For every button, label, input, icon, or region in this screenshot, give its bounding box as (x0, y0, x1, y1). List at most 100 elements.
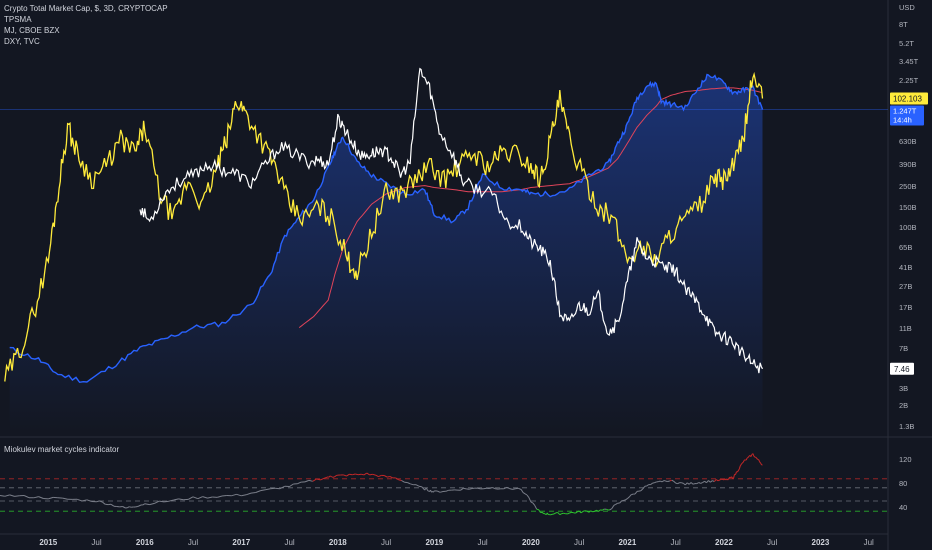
indicator-segment (677, 482, 680, 485)
indicator-segment (675, 482, 678, 485)
indicator-segment (590, 510, 593, 513)
indicator-segment (316, 478, 321, 481)
price-tick: 3.45T (899, 57, 919, 66)
indicator-segment (378, 474, 382, 478)
indicator-title[interactable]: Miokulev market cycles indicator (4, 445, 120, 454)
indicator-segment (168, 499, 174, 502)
indicator-segment (386, 476, 391, 478)
price-tick: 100B (899, 223, 917, 232)
indicator-segment (586, 510, 590, 513)
indicator-segment (77, 498, 83, 502)
price-tick: 7B (899, 344, 908, 353)
indicator-segment (164, 500, 169, 503)
crypto-badge-countdown: 14:4h (893, 116, 912, 125)
indicator-segment (551, 513, 555, 515)
time-tick: 2022 (715, 538, 733, 547)
crypto-line (9, 73, 764, 384)
indicator-segment (710, 480, 713, 483)
indicator-segment (410, 483, 414, 486)
indicator-segment (136, 505, 140, 508)
dxy-badge-text: 102.103 (893, 95, 922, 104)
legend-dxy[interactable]: DXY, TVC (4, 37, 40, 46)
legend-tpsma[interactable]: TPSMA (4, 15, 32, 24)
indicator-segment (756, 458, 759, 460)
time-tick: Jul (284, 538, 294, 547)
indicator-segment (712, 480, 715, 483)
price-tick: 5.2T (899, 39, 914, 48)
indicator-segment (463, 487, 467, 490)
indicator-segment (352, 473, 356, 476)
price-tick: 390B (899, 160, 917, 169)
legend-title[interactable]: Crypto Total Market Cap, $, 3D, CRYPTOCA… (4, 4, 168, 13)
indicator-segment (690, 482, 694, 485)
indicator-segment (681, 482, 684, 484)
legend: Crypto Total Market Cap, $, 3D, CRYPTOCA… (4, 3, 168, 47)
indicator-segment (576, 510, 580, 513)
indicator-segment (401, 480, 405, 483)
time-tick: Jul (767, 538, 777, 547)
legend-mj[interactable]: MJ, CBOE BZX (4, 26, 60, 35)
indicator-segment (489, 487, 493, 489)
time-tick: Jul (864, 538, 874, 547)
indicator-segment (684, 482, 688, 486)
indicator-segment (731, 476, 734, 479)
indicator-segment (628, 494, 632, 498)
indicator-segment (721, 478, 725, 481)
indicator-segment (289, 483, 294, 487)
indicator-tick: 40 (899, 503, 907, 512)
indicator-segment (650, 482, 653, 485)
indicator-segment (578, 510, 582, 514)
indicator-tick: 80 (899, 479, 907, 488)
indicator-segment (509, 488, 513, 490)
indicator-segment (747, 455, 750, 458)
indicator-segment (9, 494, 15, 497)
indicator-segment (740, 462, 743, 465)
price-tick: 27B (899, 282, 912, 291)
indicator-segment (661, 480, 665, 483)
price-tick: 2.25T (899, 76, 919, 85)
indicator-segment (746, 457, 749, 459)
indicator-segment (241, 494, 247, 497)
indicator-segment (613, 503, 617, 506)
indicator-segment (708, 480, 711, 483)
indicator-segment (522, 492, 526, 495)
indicator-segment (346, 473, 350, 477)
indicator-segment (634, 491, 638, 495)
indicator-segment (727, 478, 730, 481)
price-tick: 41B (899, 263, 912, 272)
indicator-segment (142, 503, 146, 506)
indicator-segment (698, 482, 701, 484)
indicator-segment (428, 490, 430, 493)
indicator-segment (704, 480, 707, 484)
price-tick: 1.3B (899, 422, 914, 431)
indicator-segment (619, 500, 622, 504)
axes: USD8T5.2T3.45T2.25T1.45T630B390B250B150B… (39, 3, 918, 547)
indicator-segment (431, 491, 433, 493)
indicator-segment (609, 508, 613, 511)
indicator-segment (671, 479, 674, 482)
indicator-segment (758, 459, 761, 462)
indicator-segment (596, 509, 599, 512)
price-axis-currency: USD (899, 3, 915, 12)
indicator-segment (202, 496, 208, 499)
indicator-segment (520, 489, 524, 493)
indicator-segment (197, 496, 203, 500)
indicator-segment (154, 500, 160, 504)
tpsma-line (298, 87, 763, 328)
mj-badge (890, 362, 914, 375)
indicator-segment (563, 512, 566, 515)
indicator-segment (602, 508, 605, 511)
indicator-segment (275, 487, 280, 490)
indicator-segment (297, 481, 302, 485)
indicator-segment (717, 479, 721, 482)
indicator-segment (512, 488, 516, 490)
time-tick: 2021 (618, 538, 636, 547)
indicator-segment (383, 475, 388, 478)
indicator-segment (667, 480, 671, 482)
indicator-segment (14, 495, 20, 497)
indicator-segment (173, 498, 179, 501)
indicator-segment (477, 487, 481, 490)
time-tick: 2023 (812, 538, 830, 547)
indicator-segment (631, 493, 634, 496)
